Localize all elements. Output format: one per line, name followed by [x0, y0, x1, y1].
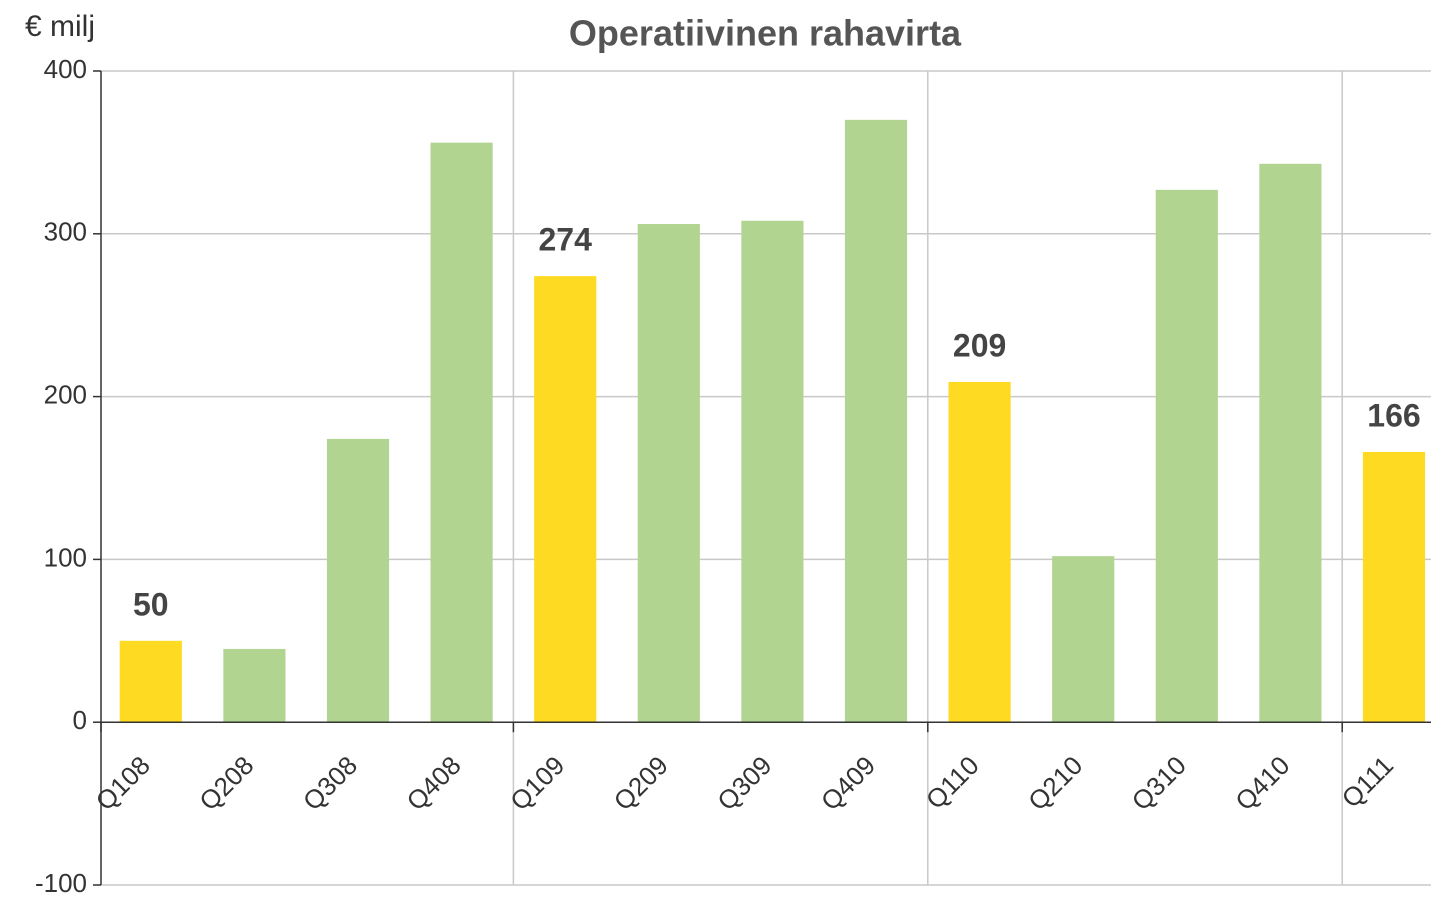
y-tick-label: 100: [44, 542, 87, 572]
x-tick-label: Q409: [815, 750, 881, 816]
bar: [326, 438, 390, 723]
bar: [1362, 451, 1426, 723]
x-tick-label: Q209: [608, 750, 674, 816]
y-tick-label: 400: [44, 54, 87, 84]
data-label: 274: [539, 222, 593, 258]
x-tick-label: Q310: [1126, 750, 1192, 816]
data-label: 209: [953, 327, 1006, 363]
y-axis-label: € milj: [25, 10, 95, 43]
bar: [223, 648, 286, 723]
bar: [1259, 163, 1322, 723]
bar: [430, 142, 493, 723]
data-label: 50: [133, 586, 169, 622]
y-tick-label: -100: [35, 868, 87, 898]
bar: [119, 640, 182, 723]
chart-title: Operatiivinen rahavirta: [569, 13, 962, 54]
x-tick-label: Q111: [1336, 750, 1399, 813]
x-tick-label: Q410: [1229, 750, 1295, 816]
data-label: 166: [1367, 397, 1420, 433]
y-tick-label: 200: [44, 379, 87, 409]
x-tick-label: Q110: [920, 750, 985, 815]
bar: [948, 381, 1011, 723]
y-tick-label: 0: [73, 705, 87, 735]
bar: [1052, 556, 1115, 723]
y-tick-label: 300: [44, 217, 87, 247]
bar: [1155, 189, 1218, 723]
x-tick-label: Q208: [193, 750, 259, 816]
x-tick-label: Q308: [297, 750, 363, 816]
x-tick-label: Q108: [90, 750, 156, 816]
bar: [844, 119, 908, 723]
x-tick-label: Q408: [401, 750, 467, 816]
x-tick-label: Q309: [711, 750, 777, 816]
bar: [637, 224, 700, 723]
bar: [534, 276, 597, 723]
x-tick-label: Q210: [1022, 750, 1088, 816]
bar: [741, 220, 804, 723]
